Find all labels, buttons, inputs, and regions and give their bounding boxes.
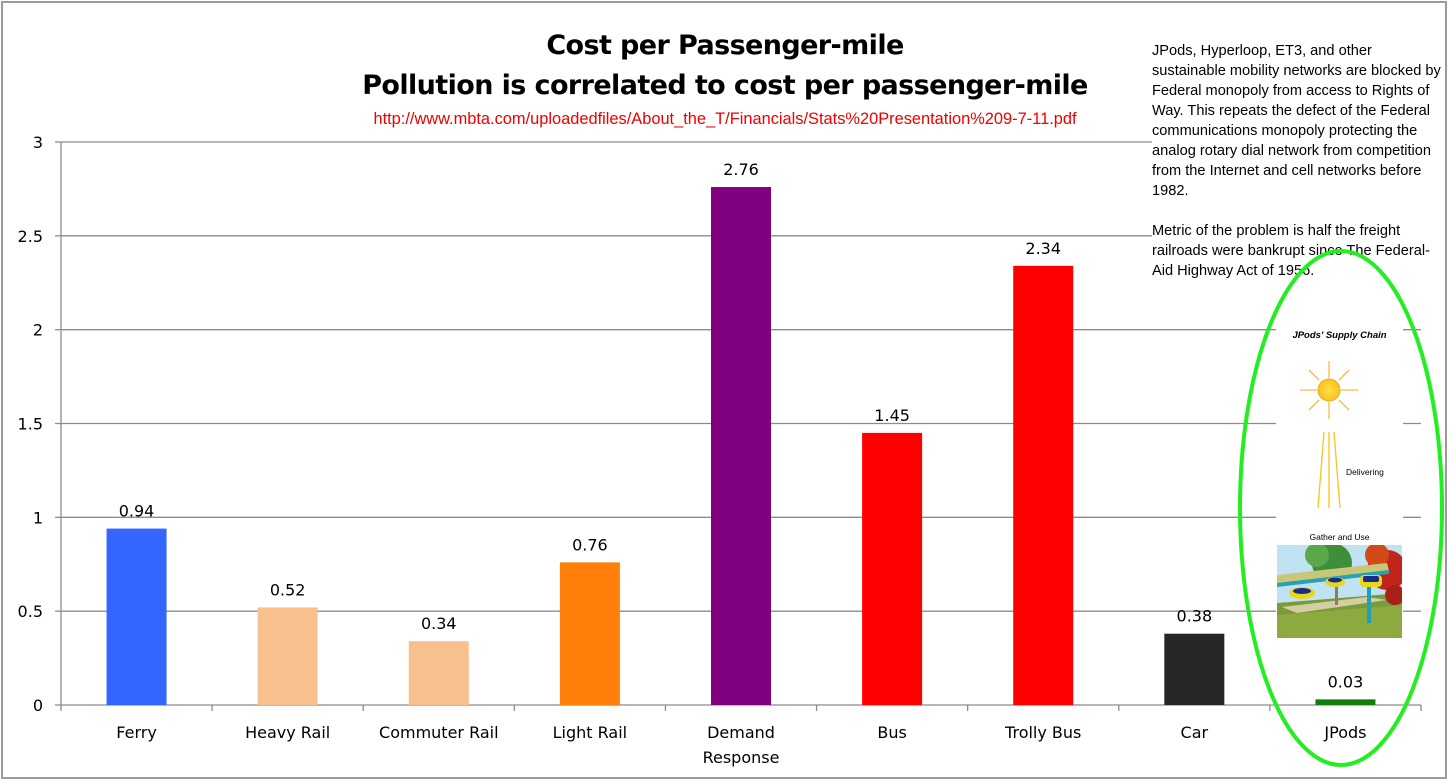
value-label: 0.34: [421, 614, 457, 633]
bar: [711, 187, 771, 706]
y-tick-label: 3: [33, 133, 43, 152]
y-tick-label: 1.5: [18, 415, 43, 434]
category-label: Car: [1181, 723, 1209, 742]
inset-gather-label: Gather and Use: [1309, 532, 1370, 542]
category-label: Response: [703, 748, 780, 767]
value-label: 0.76: [572, 535, 608, 554]
chart-title: Cost per Passenger-mile: [546, 30, 904, 61]
light-rays-icon: [1317, 431, 1341, 509]
inset-delivering-label: Delivering: [1346, 467, 1384, 477]
y-tick-label: 0: [33, 696, 43, 715]
value-label: 0.38: [1177, 607, 1213, 626]
supply-chain-inset: JPods' Supply Chain Delivering Gather an…: [1276, 322, 1403, 642]
value-label: 0.94: [119, 502, 155, 521]
bar: [1315, 699, 1376, 705]
sun-icon: [1300, 361, 1358, 509]
annotation-note: JPods, Hyperloop, ET3, and other sustain…: [1152, 41, 1442, 281]
y-tick-label: 1: [33, 508, 43, 527]
y-tick-label: 2.5: [18, 227, 43, 246]
bar: [106, 528, 167, 705]
chart-subtitle: Pollution is correlated to cost per pass…: [362, 70, 1088, 101]
bar: [408, 641, 469, 705]
value-label: 2.34: [1025, 239, 1061, 258]
value-label: 2.76: [723, 160, 759, 179]
category-label: Trolly Bus: [1004, 723, 1081, 742]
category-labels: Ferry Heavy Rail Commuter Rail Light Rail De…: [116, 723, 1366, 767]
annotation-paragraph-1: JPods, Hyperloop, ET3, and other sustain…: [1152, 43, 1441, 199]
bar: [862, 432, 923, 705]
category-label: Ferry: [116, 723, 157, 742]
value-label: 0.52: [270, 580, 306, 599]
bars: [106, 187, 1376, 706]
value-label: 1.45: [874, 406, 910, 425]
jpods-rail-photo: [1277, 545, 1402, 638]
category-label: Bus: [877, 723, 906, 742]
bar: [257, 607, 318, 705]
annotation-paragraph-2: Metric of the problem is half the freigh…: [1152, 223, 1430, 279]
category-label: Light Rail: [553, 723, 627, 742]
chart-title-block: Cost per Passenger-mile Pollution is cor…: [300, 26, 1150, 106]
value-label: 0.03: [1328, 672, 1364, 691]
category-label: Demand: [707, 723, 775, 742]
bar: [1013, 265, 1074, 705]
source-url[interactable]: http://www.mbta.com/uploadedfiles/About_…: [373, 110, 1077, 128]
bar: [559, 562, 620, 705]
category-label: Heavy Rail: [245, 723, 330, 742]
category-label: Commuter Rail: [379, 723, 499, 742]
bar: [1164, 633, 1225, 705]
category-label: JPods: [1323, 723, 1366, 742]
y-tick-label: 0.5: [18, 602, 43, 621]
y-tick-label: 2: [33, 321, 43, 340]
